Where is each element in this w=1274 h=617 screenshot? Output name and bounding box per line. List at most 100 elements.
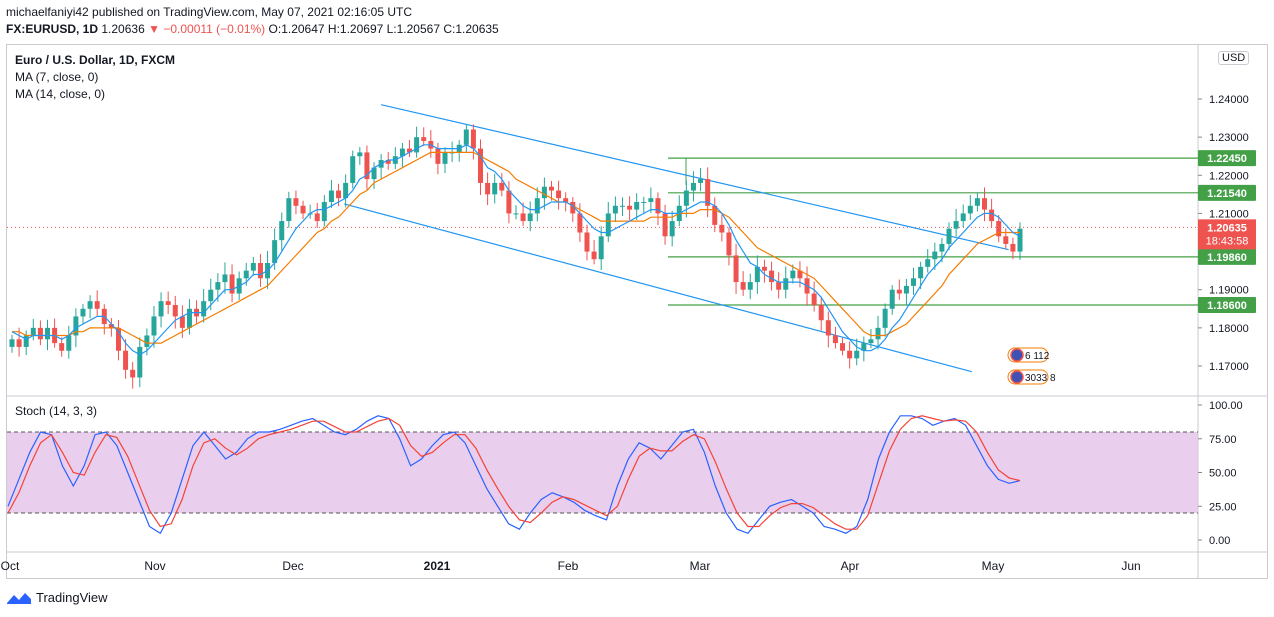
candle-body <box>399 148 405 157</box>
ohlc-values: O:1.20647 H:1.20697 L:1.20567 C:1.20635 <box>268 22 499 36</box>
candle-body <box>619 205 625 207</box>
brand-label: TradingView <box>36 590 108 605</box>
price-change: −0.00011 (−0.01%) <box>163 22 266 36</box>
time-tick-label: May <box>982 559 1005 573</box>
level-label: 1.19860 <box>1207 252 1247 264</box>
candle-body <box>300 205 306 214</box>
candle-body <box>30 327 36 336</box>
candle-body <box>492 182 498 195</box>
candle-body <box>328 190 334 202</box>
candle-body <box>832 335 838 344</box>
time-tick-label: Nov <box>144 559 165 573</box>
currency-button[interactable]: USD <box>1218 51 1250 65</box>
candle-body <box>925 259 931 267</box>
candle-body <box>321 201 327 222</box>
candle-body <box>811 293 817 305</box>
countdown-label: 18:43:58 <box>1206 235 1249 247</box>
candle-body <box>364 152 370 180</box>
candle-body <box>336 190 342 199</box>
time-tick-label: Oct <box>1 559 20 573</box>
candle-body <box>520 213 526 222</box>
candle-body <box>875 327 881 340</box>
candle-body <box>414 137 420 153</box>
level-label: 1.22450 <box>1207 153 1247 165</box>
candle-body <box>733 255 739 283</box>
candle-body <box>627 205 633 210</box>
time-tick-label: Mar <box>690 559 711 573</box>
level-tag <box>1198 296 1256 313</box>
candle-body <box>201 301 207 317</box>
candle-body <box>314 213 320 222</box>
candle-body <box>726 232 732 256</box>
stoch-legend[interactable]: Stoch (14, 3, 3) <box>15 404 98 418</box>
candle-body <box>797 270 803 279</box>
stoch-band <box>7 432 1198 513</box>
ma7-line <box>11 144 1021 356</box>
stoch-tick-label: 100.00 <box>1209 400 1243 412</box>
symbol-label: FX:EURUSD, 1D <box>6 22 99 36</box>
price-tick-label: 1.21000 <box>1209 208 1249 220</box>
candle-body <box>903 285 909 294</box>
candle-body <box>229 274 235 294</box>
candle-body <box>690 182 696 191</box>
candle-body <box>1017 228 1023 252</box>
price-tick-label: 1.19000 <box>1209 285 1249 297</box>
stoch-tick-label: 0.00 <box>1209 535 1230 547</box>
candle-body <box>513 213 519 215</box>
candle-body <box>59 343 65 351</box>
price-tick-label: 1.23000 <box>1209 132 1249 144</box>
current-price-label: 1.20635 <box>1207 222 1247 234</box>
time-tick-label: Feb <box>558 559 579 573</box>
candle-body <box>776 282 782 290</box>
level-tag <box>1198 184 1256 201</box>
candle-body <box>669 221 675 237</box>
candle-body <box>23 335 29 347</box>
flag-count: 6 112 <box>1025 351 1050 362</box>
price-tick-label: 1.24000 <box>1209 94 1249 106</box>
candle-body <box>1003 236 1009 244</box>
time-tick-label: Apr <box>841 559 860 573</box>
symbol-quote-line: FX:EURUSD, 1D 1.20636 ▼ −0.00011 (−0.01%… <box>6 22 499 36</box>
candle-body <box>548 186 554 191</box>
candle-body <box>272 240 278 264</box>
candle-body <box>946 228 952 244</box>
candle-body <box>130 369 136 378</box>
tradingview-brand[interactable]: TradingView <box>6 590 108 605</box>
candle-body <box>506 190 512 214</box>
price-tick-label: 1.18000 <box>1209 323 1249 335</box>
candle-body <box>854 350 860 359</box>
candle-body <box>165 301 171 305</box>
candle-body <box>996 221 1002 237</box>
candle-body <box>137 346 143 378</box>
level-label: 1.18600 <box>1207 300 1247 312</box>
candle-body <box>144 335 150 347</box>
candle-body <box>385 160 391 164</box>
candle-body <box>769 270 775 283</box>
channel-lower-line <box>344 203 972 373</box>
candle-body <box>343 182 349 199</box>
candle-body <box>158 301 164 317</box>
candle-body <box>939 243 945 252</box>
candle-body <box>108 324 114 328</box>
candle-body <box>960 213 966 222</box>
candle-body <box>243 270 249 279</box>
ma14-legend[interactable]: MA (14, close, 0) <box>15 87 106 101</box>
candle-body <box>87 301 93 309</box>
candle-body <box>541 186 547 199</box>
ma7-legend[interactable]: MA (7, close, 0) <box>15 70 99 84</box>
candle-body <box>435 148 441 164</box>
candle-body <box>634 201 640 210</box>
time-axis: Oct Nov Dec 2021 Feb Mar Apr May Jun <box>1 551 1268 573</box>
candle-body <box>598 236 604 260</box>
stoch-k-line <box>7 415 1021 535</box>
candle-body <box>371 167 377 180</box>
candle-body <box>974 198 980 206</box>
candle-body <box>612 205 618 214</box>
price-tick-label: 1.22000 <box>1209 170 1249 182</box>
candle-body <box>989 209 995 222</box>
candle-body <box>172 304 178 317</box>
candle-body <box>94 301 100 309</box>
candle-body <box>577 213 583 233</box>
us-flag-icon <box>1010 348 1024 362</box>
